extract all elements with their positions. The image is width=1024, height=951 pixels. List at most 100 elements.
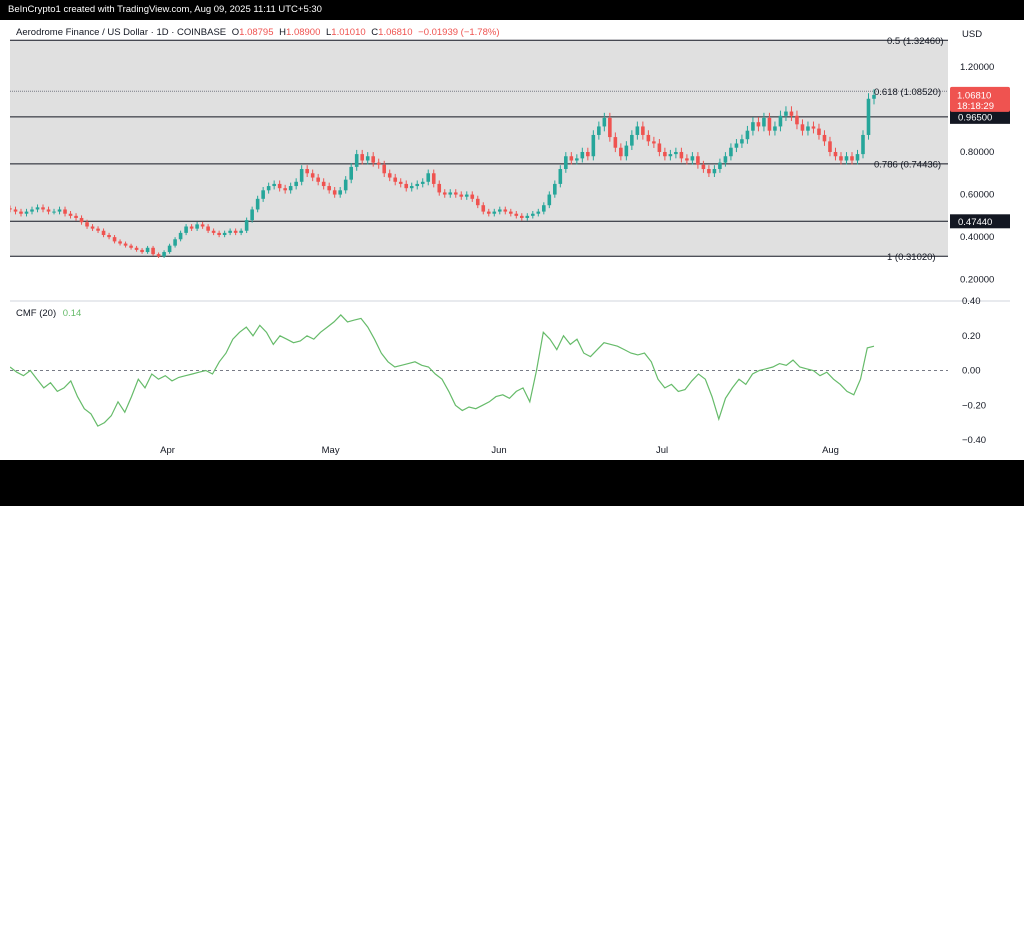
candle-body xyxy=(652,141,656,144)
candle-body xyxy=(756,122,761,127)
fib-band xyxy=(10,40,948,257)
candle-body xyxy=(294,181,298,187)
candle-body xyxy=(211,230,216,233)
candle-body xyxy=(696,156,700,165)
candle-body xyxy=(817,128,821,135)
candle-body xyxy=(189,226,194,229)
candle-body xyxy=(272,183,276,187)
candle-body xyxy=(613,137,618,148)
support-label-096500-bg xyxy=(950,109,1010,124)
candle-body xyxy=(850,156,854,161)
candle-body xyxy=(426,173,431,182)
candle-body xyxy=(531,213,535,216)
candle-body xyxy=(244,220,249,231)
candle-body xyxy=(63,209,67,214)
candle-body xyxy=(542,205,546,212)
cmf-label: CMF (20) xyxy=(16,308,56,319)
candle-body xyxy=(145,247,150,253)
candle-body xyxy=(448,192,453,195)
candle-body xyxy=(288,186,293,191)
candle-body xyxy=(481,205,486,212)
tradingview-icon xyxy=(10,935,33,949)
candle-body xyxy=(233,230,238,233)
last-price-label: 1.06810 xyxy=(957,90,991,101)
candle-body xyxy=(844,156,849,161)
candle-body xyxy=(602,117,607,127)
cmf-tick-label: 0.20 xyxy=(962,331,981,342)
candle-body xyxy=(140,249,144,253)
candle-body xyxy=(839,156,843,161)
candle-body xyxy=(586,151,590,157)
last-price-bg xyxy=(950,86,1010,112)
candle-body xyxy=(178,232,183,240)
candle-body xyxy=(354,154,359,167)
candle-body xyxy=(464,194,469,197)
candle-body xyxy=(497,209,502,212)
candle-body xyxy=(668,154,673,157)
candle-body xyxy=(415,183,420,187)
candle-body xyxy=(486,211,491,214)
candle-body xyxy=(107,235,111,238)
candle-body xyxy=(564,156,568,170)
time-tick-label: Aug xyxy=(822,445,839,456)
candle-body xyxy=(453,192,458,195)
candle-body xyxy=(784,111,788,116)
candle-body xyxy=(442,192,447,195)
candle-body xyxy=(112,237,117,242)
candle-body xyxy=(184,226,188,233)
candle-body xyxy=(118,241,122,244)
candle-body xyxy=(404,183,409,189)
candle-body xyxy=(630,134,634,146)
candle-body xyxy=(195,224,199,229)
high-value: 1.08900 xyxy=(286,27,320,38)
candle-body xyxy=(420,181,425,184)
fib-label: 0.5 (1.32460) xyxy=(887,36,944,47)
chart-frame: BeInCrypto1 created with TradingView.com… xyxy=(0,0,1024,506)
candle-body xyxy=(712,169,717,174)
time-tick-label: Jul xyxy=(656,445,668,456)
chart-svg[interactable]: 0.5 (1.32460) 0.618 (1.08520) 0.786 (0.744… xyxy=(8,20,1010,460)
candle-body xyxy=(228,230,232,233)
candle-body xyxy=(811,126,816,129)
candle-body xyxy=(762,117,766,127)
attribution-text: BeInCrypto1 created with TradingView.com… xyxy=(8,4,322,15)
candle-body xyxy=(123,243,128,246)
chart-area[interactable]: 0.5 (1.32460) 0.618 (1.08520) 0.786 (0.744… xyxy=(8,20,1010,460)
open-value: 1.08795 xyxy=(239,27,273,38)
candle-body xyxy=(162,252,166,257)
candle-body xyxy=(283,188,287,191)
candle-body xyxy=(773,126,777,131)
candle-body xyxy=(316,177,320,182)
attribution-bar: BeInCrypto1 created with TradingView.com… xyxy=(0,0,1024,20)
candle-body xyxy=(173,239,177,246)
candle-body xyxy=(729,147,733,157)
time-tick-label: Jun xyxy=(491,445,506,456)
candle-body xyxy=(745,130,750,140)
cmf-tick-label: 0.40 xyxy=(962,296,981,307)
cmf-tick-label: −0.20 xyxy=(962,400,986,411)
candle-body xyxy=(151,247,155,255)
candle-body xyxy=(79,217,84,223)
cmf-tick-label: −0.40 xyxy=(962,435,986,446)
price-tick-label: 1.20000 xyxy=(960,62,994,73)
tradingview-logo[interactable]: TradingView xyxy=(10,933,136,951)
candle-body xyxy=(608,117,612,138)
candle-body xyxy=(382,164,387,174)
candle-body xyxy=(365,156,370,161)
time-tick-label: May xyxy=(322,445,340,456)
candle-body xyxy=(8,208,12,210)
candle-body xyxy=(393,177,398,182)
candle-body xyxy=(338,190,342,195)
candle-body xyxy=(591,134,596,157)
candle-body xyxy=(90,226,95,229)
candle-body xyxy=(299,169,304,182)
candle-body xyxy=(872,94,876,99)
candle-body xyxy=(508,211,513,214)
candle-body xyxy=(222,232,227,236)
fib-label: 0.786 (0.74436) xyxy=(874,159,941,170)
candle-body xyxy=(547,194,552,206)
candle-body xyxy=(514,213,519,216)
candle-body xyxy=(641,126,645,135)
candle-body xyxy=(200,224,205,227)
low-value: 1.01010 xyxy=(331,27,365,38)
